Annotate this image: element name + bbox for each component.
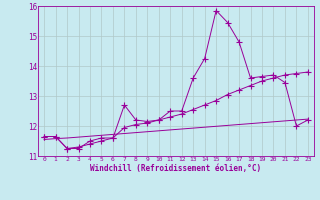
X-axis label: Windchill (Refroidissement éolien,°C): Windchill (Refroidissement éolien,°C): [91, 164, 261, 173]
